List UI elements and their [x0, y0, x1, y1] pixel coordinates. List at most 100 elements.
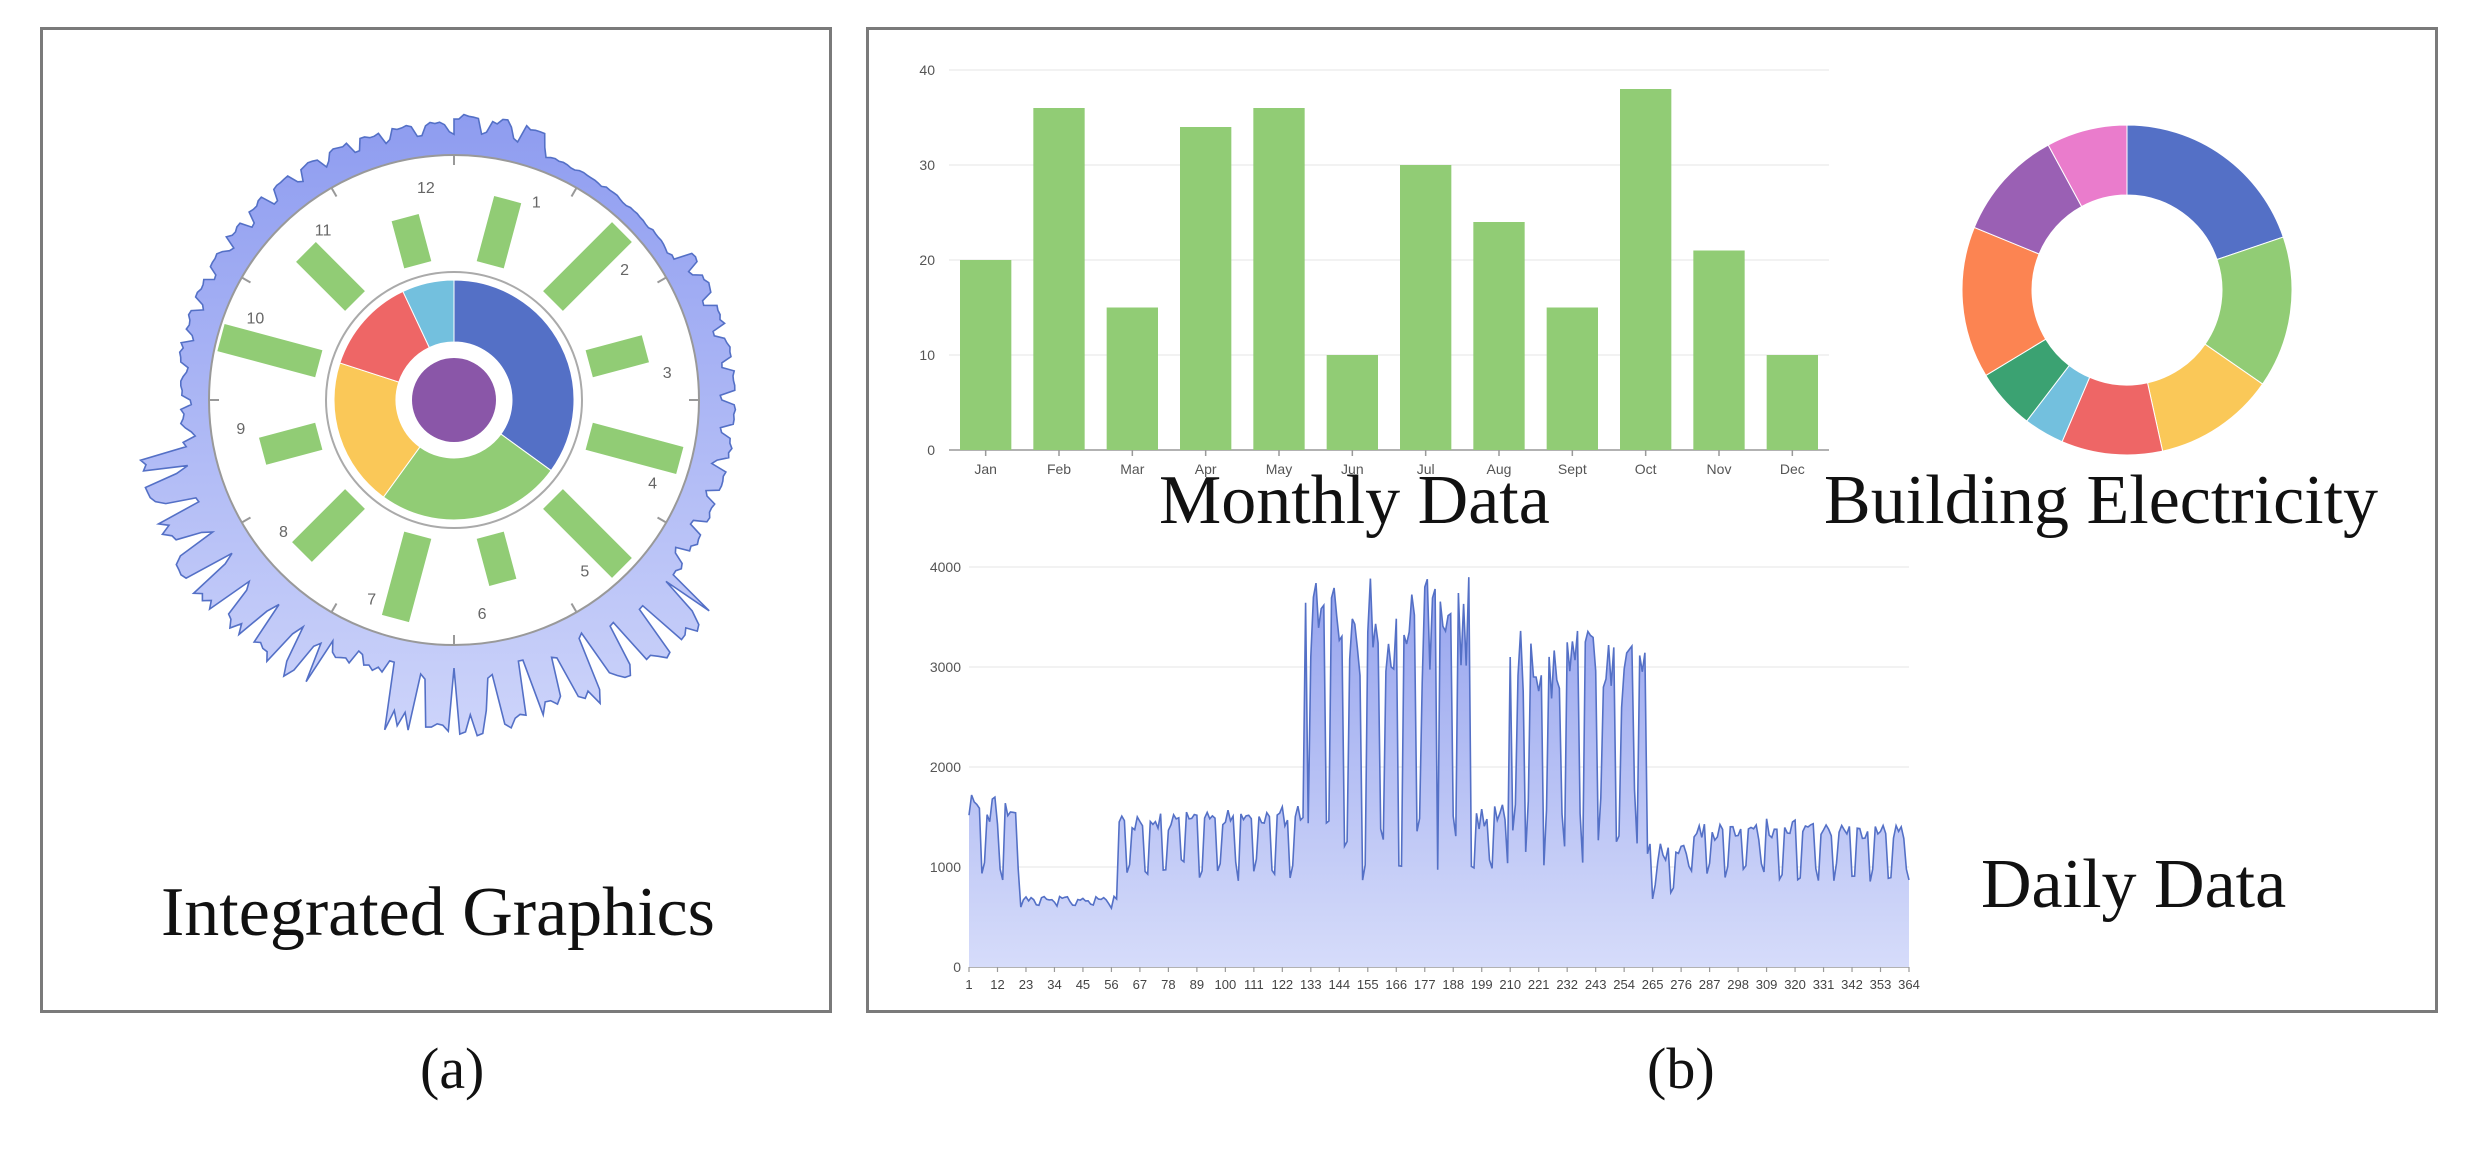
bar-nov: [1693, 250, 1745, 450]
radial-clock-label: 2: [620, 262, 629, 279]
radial-clock-label: 4: [648, 475, 657, 492]
radial-bar-group: [476, 195, 522, 269]
bar-xtick-label: Aug: [1487, 461, 1512, 477]
radial-clock-tick: [657, 276, 667, 284]
area-ytick-label: 0: [953, 959, 961, 975]
radial-bar-5: [543, 489, 632, 578]
radial-bar-10: [217, 324, 323, 378]
bar-jan: [960, 260, 1012, 450]
radial-bar-6: [476, 531, 517, 586]
radial-bar-group: [259, 422, 323, 465]
area-xtick-label: 23: [1019, 977, 1033, 992]
label-b: (b): [1647, 1036, 1715, 1101]
radial-bar-8: [292, 489, 365, 562]
radial-clock-label: 10: [246, 311, 264, 328]
label-a: (a): [420, 1036, 485, 1101]
area-xtick-label: 254: [1613, 977, 1635, 992]
area-xtick-label: 155: [1357, 977, 1379, 992]
bar-dec: [1766, 355, 1818, 450]
area-xtick-label: 276: [1670, 977, 1692, 992]
radial-clock-tick: [657, 516, 667, 524]
area-xtick-label: 34: [1047, 977, 1061, 992]
monthly-bar-chart: 0 10 20 30 40 Jan Feb Mar Apr May Jun Jul Aug Sept Oct…: [919, 62, 1829, 477]
radial-ring-slice-2: [382, 433, 552, 521]
bar-feb: [1033, 108, 1085, 450]
area-xtick-label: 67: [1133, 977, 1147, 992]
area-xtick-label: 298: [1727, 977, 1749, 992]
radial-bar-group: [543, 489, 632, 578]
bar-xtick-label: Jun: [1341, 461, 1364, 477]
radial-clock-label: 8: [279, 524, 288, 541]
area-xtick-label: 78: [1161, 977, 1175, 992]
area-xtick-label: 144: [1328, 977, 1350, 992]
radial-clock-label: 1: [532, 194, 541, 211]
radial-center-circle: [412, 358, 496, 442]
radial-clock-tick: [330, 603, 338, 613]
area-xtick-label: 166: [1385, 977, 1407, 992]
radial-bar-3: [585, 335, 649, 378]
daily-area-chart: 0 1000 2000 3000 4000 1 12 23 34 45 56 67 78 89 100 111…: [930, 559, 1920, 992]
radial-bar-group: [585, 335, 649, 378]
bar-sept: [1546, 307, 1598, 450]
area-xtick-label: 243: [1585, 977, 1607, 992]
area-ytick-label: 3000: [930, 659, 961, 675]
monthly-data-title: Monthly Data: [1159, 462, 1550, 539]
area-xtick-label: 353: [1870, 977, 1892, 992]
bar-xtick-label: Jan: [974, 461, 997, 477]
integrated-graphics-title: Integrated Graphics: [161, 874, 715, 951]
panel-building-data: 0 10 20 30 40 Jan Feb Mar Apr May Jun Jul Aug Sept Oct…: [866, 27, 2438, 1013]
area-xtick-label: 12: [990, 977, 1004, 992]
bar-xtick-label: Nov: [1707, 461, 1732, 477]
bar-jun: [1326, 355, 1378, 450]
radial-clock-tick: [241, 276, 251, 284]
area-xtick-label: 287: [1699, 977, 1721, 992]
area-ytick-label: 1000: [930, 859, 961, 875]
radial-bar-2: [543, 222, 632, 311]
radial-clock-label: 9: [236, 421, 245, 438]
area-xtick-label: 199: [1471, 977, 1493, 992]
radial-bar-group: [585, 422, 684, 475]
area-xtick-label: 111: [1244, 977, 1264, 992]
donut-slice-9: [2047, 124, 2128, 208]
bar-jul: [1400, 165, 1452, 450]
bar-aug: [1473, 222, 1525, 450]
radial-bar-9: [259, 422, 323, 465]
building-electricity-title: Building Electricity: [1824, 462, 2379, 539]
area-xtick-label: 320: [1784, 977, 1806, 992]
radial-bar-group: [292, 489, 365, 562]
radial-ring-slice-1: [453, 279, 575, 472]
radial-bar-group: [217, 324, 323, 378]
radial-clock-label: 7: [367, 592, 376, 609]
radial-bar-1: [476, 195, 522, 269]
bar-xtick-label: Sept: [1558, 461, 1587, 477]
area-xtick-label: 364: [1898, 977, 1920, 992]
radial-bar-12: [391, 214, 432, 269]
bar-ytick-label: 0: [927, 442, 935, 458]
radial-clock-label: 3: [663, 365, 672, 382]
building-electricity-donut: [1961, 124, 2293, 456]
bar-ytick-label: 10: [919, 347, 935, 363]
panel-integrated-graphics: 12 1 2 3 4 5 6 7 8 9 10 11 Integrated Graphics: [40, 27, 832, 1013]
radial-inner-border: [325, 271, 583, 529]
area-xtick-label: 210: [1499, 977, 1521, 992]
radial-ring-slice-3: [333, 362, 421, 498]
radial-bar-11: [296, 242, 365, 311]
bar-xtick-label: Dec: [1780, 461, 1805, 477]
bar-may: [1253, 108, 1305, 450]
radial-bar-4: [585, 422, 684, 475]
area-xtick-label: 265: [1642, 977, 1664, 992]
area-xtick-label: 133: [1300, 977, 1322, 992]
bar-xtick-label: Oct: [1635, 461, 1657, 477]
radial-clock-label: 11: [315, 222, 332, 239]
radial-clock-label: 6: [478, 606, 487, 623]
donut-slice-1: [2126, 124, 2284, 261]
radial-ring-slice-5: [402, 279, 455, 349]
area-xtick-label: 89: [1190, 977, 1204, 992]
bar-ytick-label: 40: [919, 62, 935, 78]
radial-clock-tick: [330, 187, 338, 197]
radial-bar-group: [543, 222, 632, 311]
radial-bar-group: [391, 214, 432, 269]
daily-data-title: Daily Data: [1981, 846, 2287, 923]
radial-bar-group: [476, 531, 517, 586]
